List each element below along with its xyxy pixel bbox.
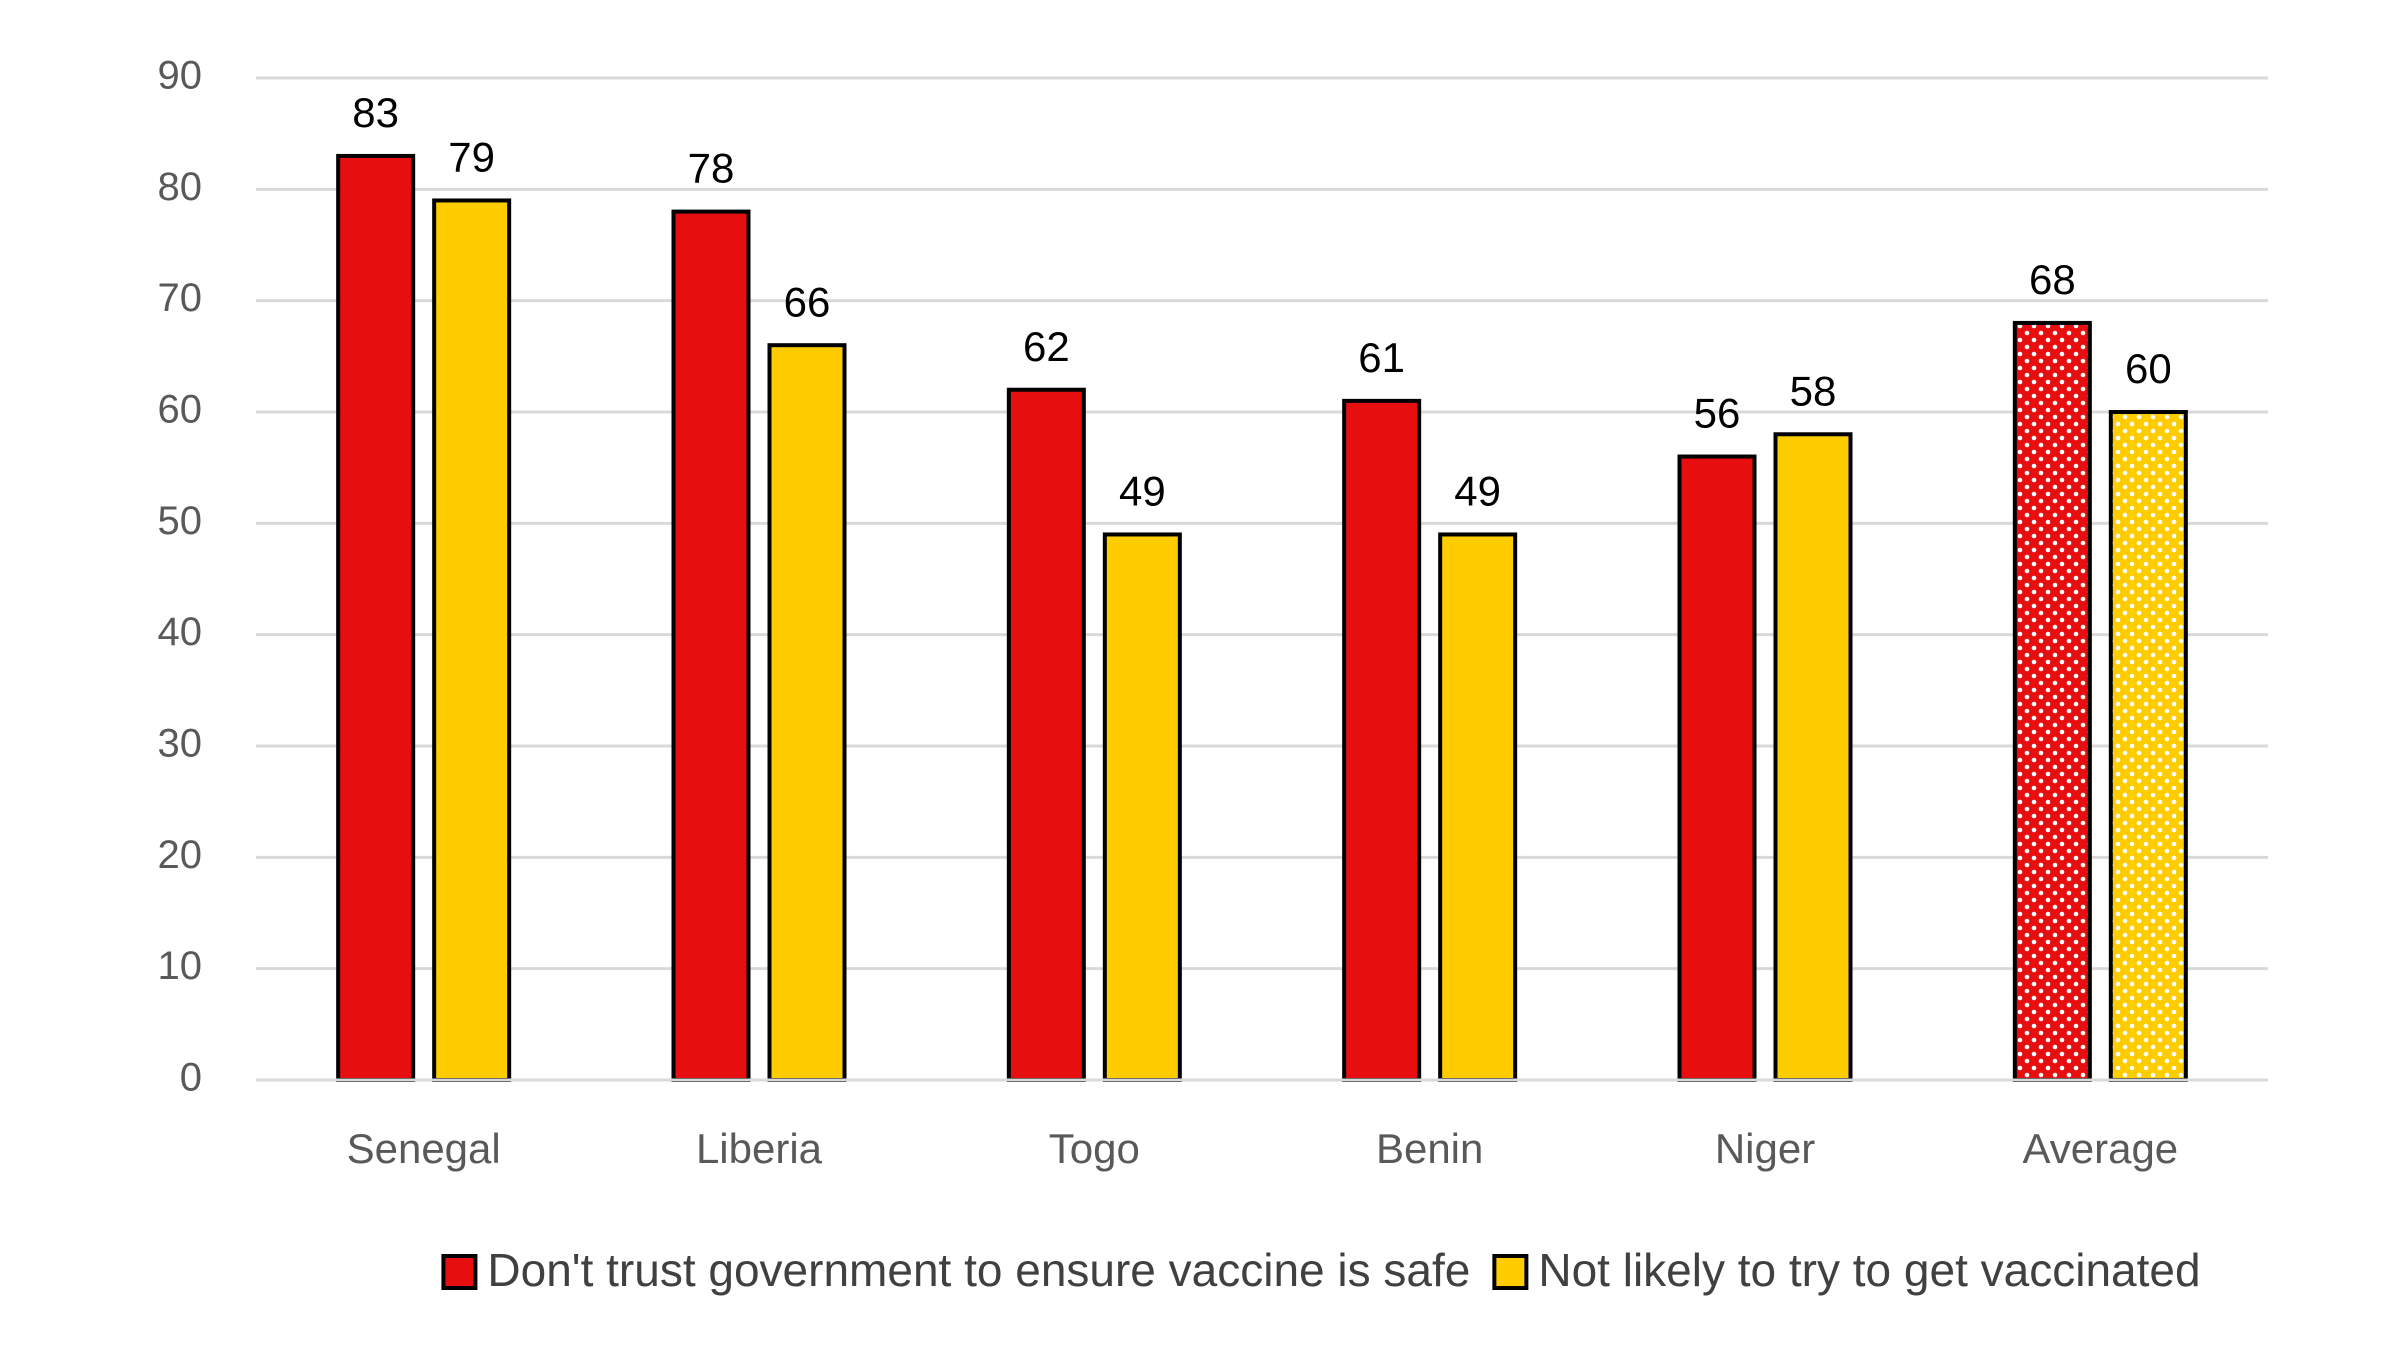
- data-label: 66: [784, 278, 831, 325]
- y-tick-label: 20: [158, 833, 203, 877]
- x-tick-label: Togo: [1049, 1125, 1140, 1172]
- y-tick-label: 40: [158, 610, 203, 654]
- bar-pattern: [2016, 324, 2088, 1078]
- x-tick-label: Benin: [1376, 1125, 1483, 1172]
- y-tick-label: 60: [158, 388, 203, 432]
- legend-label: Don't trust government to ensure vaccine…: [487, 1244, 1470, 1296]
- data-label: 56: [1694, 390, 1741, 437]
- data-label: 61: [1358, 334, 1405, 381]
- bar: [1342, 398, 1422, 1083]
- data-label: 49: [1454, 468, 1501, 515]
- bar: [1677, 454, 1757, 1082]
- data-label: 62: [1023, 323, 1070, 370]
- y-tick-label: 10: [158, 944, 203, 988]
- bar: [432, 198, 512, 1082]
- x-tick-label: Average: [2022, 1125, 2178, 1172]
- bar: [1438, 532, 1518, 1082]
- bar-pattern: [2112, 414, 2184, 1078]
- bar: [1773, 432, 1853, 1082]
- bar: [767, 343, 847, 1082]
- y-tick-label: 50: [158, 499, 203, 543]
- legend-label: Not likely to try to get vaccinated: [1538, 1244, 2200, 1296]
- x-tick-label: Liberia: [696, 1125, 823, 1172]
- bar: [671, 209, 751, 1083]
- data-label: 58: [1790, 367, 1837, 414]
- bar: [1006, 387, 1086, 1082]
- y-tick-label: 80: [158, 165, 203, 209]
- bar: [1102, 532, 1182, 1082]
- y-tick-label: 0: [180, 1056, 202, 1100]
- legend-swatch: [1492, 1254, 1529, 1290]
- y-tick-label: 90: [158, 54, 203, 98]
- data-label: 68: [2029, 256, 2076, 303]
- y-tick-label: 70: [158, 276, 203, 320]
- data-label: 60: [2125, 345, 2172, 392]
- legend-swatch: [441, 1254, 478, 1290]
- bar: [336, 153, 416, 1082]
- data-label: 79: [448, 134, 495, 181]
- x-tick-label: Senegal: [347, 1125, 501, 1172]
- data-label: 78: [688, 145, 735, 192]
- data-label: 49: [1119, 468, 1166, 515]
- x-tick-label: Niger: [1715, 1125, 1815, 1172]
- y-tick-label: 30: [158, 722, 203, 766]
- data-label: 83: [352, 89, 399, 136]
